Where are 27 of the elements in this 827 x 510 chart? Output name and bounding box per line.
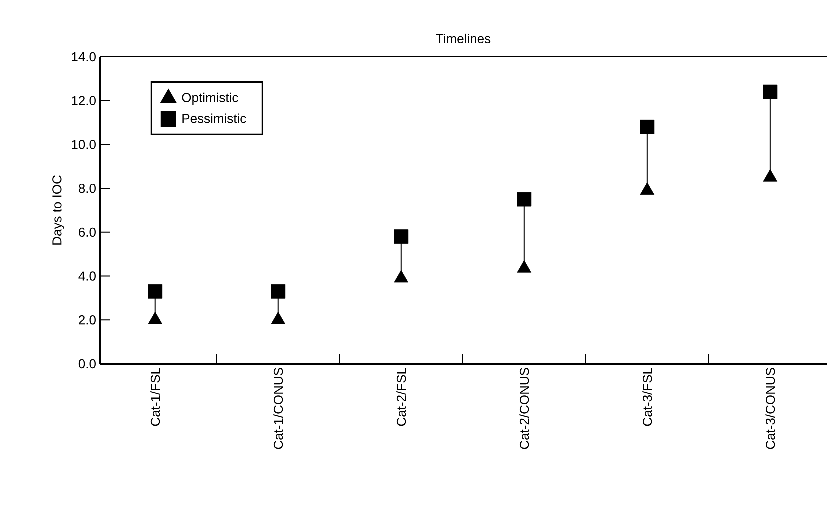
point <box>394 270 409 283</box>
point <box>763 169 778 182</box>
point <box>640 120 655 134</box>
y-tick-label: 14.0 <box>72 52 96 62</box>
y-tick-label: 4.0 <box>78 272 96 281</box>
x-tick-label: Cat-2/CONUS <box>520 368 530 450</box>
point <box>640 182 655 195</box>
x-tick-label: Cat-3/FSL <box>642 368 652 426</box>
point <box>517 192 532 207</box>
y-tick-label: 0.0 <box>78 359 96 369</box>
y-axis-title: Days to IOC <box>52 176 64 245</box>
point <box>148 312 162 324</box>
y-tick-label: 12.0 <box>72 96 96 106</box>
x-tick-label: Cat-3/CONUS <box>766 368 776 450</box>
legend-label: Optimistic <box>182 92 238 105</box>
x-tick-label: Cat-2/FSL <box>396 368 406 426</box>
chart-title: Timelines <box>436 34 491 44</box>
x-tick-label: Cat-1/FSL <box>150 368 160 426</box>
legend-label: Pessimistic <box>182 114 246 124</box>
point <box>271 312 286 324</box>
y-tick-label: 6.0 <box>79 228 96 238</box>
y-tick-label: 2.0 <box>79 316 96 325</box>
x-tick-label: Cat-1/CONUS <box>274 368 284 450</box>
y-tick-label: 10.0 <box>72 140 96 150</box>
point <box>763 84 778 100</box>
y-tick-label: 8.0 <box>78 184 96 194</box>
point <box>517 260 532 273</box>
